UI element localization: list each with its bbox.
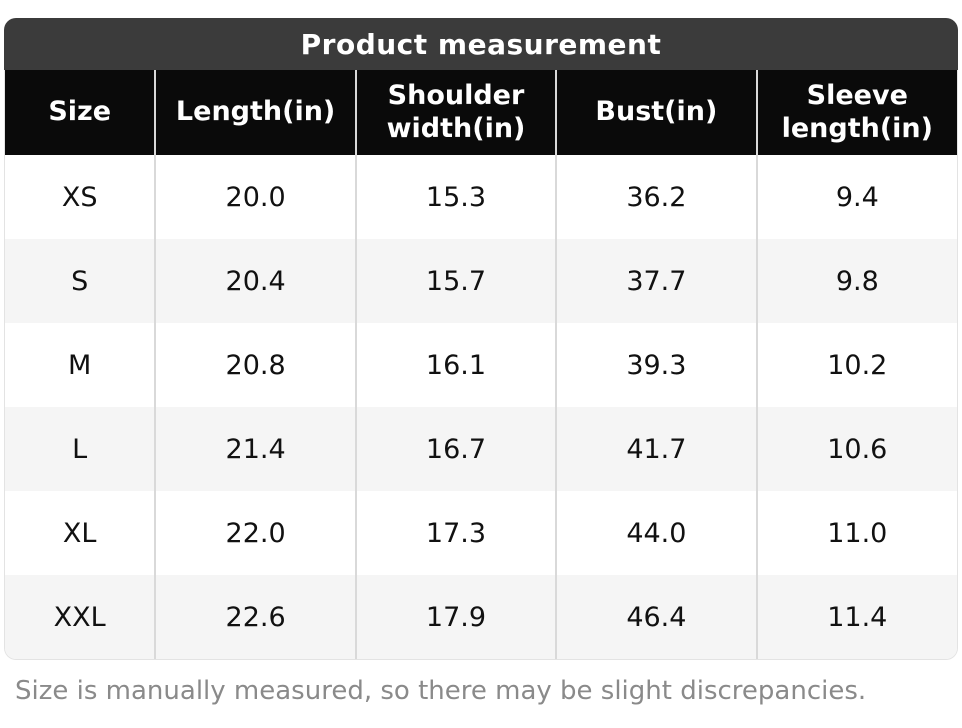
measurement-cell: 46.4 <box>555 575 757 659</box>
size-cell: XS <box>61 181 98 213</box>
measurement-cell: 9.4 <box>755 155 957 239</box>
size-cell: XL <box>62 517 97 549</box>
measurement-table-body: XS 20.0 15.3 36.2 9.4 S 20.4 15.7 37.7 9.8 M 20.8 16… <box>5 155 957 659</box>
measurement-cell: 9.8 <box>755 239 957 323</box>
table-row: S 20.4 15.7 37.7 9.8 <box>5 239 957 323</box>
size-cell: M <box>68 349 92 381</box>
table-title: Product measurement <box>300 27 662 61</box>
header-row: Size Length(in) Shoulder width(in) Bust(in)… <box>5 70 957 155</box>
column-header: Shoulder width(in) <box>354 70 557 155</box>
measurement-cell: 21.4 <box>154 407 356 491</box>
measurement-cell: 44.0 <box>555 491 757 575</box>
column-header: Bust(in) <box>555 70 757 155</box>
measurement-cell: 11.0 <box>755 491 957 575</box>
measurement-cell: 37.7 <box>555 239 757 323</box>
measurement-note: Size is manually measured, so there may … <box>15 676 867 706</box>
table-title-bar: Product measurement <box>4 18 958 70</box>
table-row: XXL 22.6 17.9 46.4 11.4 <box>5 575 957 659</box>
measurement-cell: 20.4 <box>154 239 356 323</box>
measurement-cell: 17.9 <box>354 575 557 659</box>
table-row: XS 20.0 15.3 36.2 9.4 <box>5 155 957 239</box>
measurement-cell: 10.2 <box>755 323 957 407</box>
column-header: Sleeve length(in) <box>755 70 957 155</box>
measurement-cell: 11.4 <box>755 575 957 659</box>
measurement-cell: 22.0 <box>154 491 356 575</box>
measurement-cell: 16.1 <box>354 323 557 407</box>
size-cell: XXL <box>53 601 106 633</box>
measurement-cell: 22.6 <box>154 575 356 659</box>
measurement-cell: 16.7 <box>354 407 557 491</box>
measurement-cell: 10.6 <box>755 407 957 491</box>
measurement-cell: 20.0 <box>154 155 356 239</box>
measurement-cell: 17.3 <box>354 491 557 575</box>
column-header: Size <box>5 70 156 155</box>
size-cell: L <box>72 433 88 465</box>
table-row: L 21.4 16.7 41.7 10.6 <box>5 407 957 491</box>
measurement-cell: 39.3 <box>555 323 757 407</box>
measurement-cell: 20.8 <box>154 323 356 407</box>
measurement-cell: 41.7 <box>555 407 757 491</box>
measurement-table-frame: Size Length(in) Shoulder width(in) Bust(in)… <box>4 70 958 660</box>
measurement-table: Size Length(in) Shoulder width(in) Bust(in)… <box>5 70 957 659</box>
measurement-cell: 15.3 <box>354 155 557 239</box>
size-cell: S <box>71 265 89 297</box>
measurement-cell: 15.7 <box>354 239 557 323</box>
table-row: M 20.8 16.1 39.3 10.2 <box>5 323 957 407</box>
measurement-cell: 36.2 <box>555 155 757 239</box>
table-row: XL 22.0 17.3 44.0 11.0 <box>5 491 957 575</box>
column-header: Length(in) <box>154 70 356 155</box>
